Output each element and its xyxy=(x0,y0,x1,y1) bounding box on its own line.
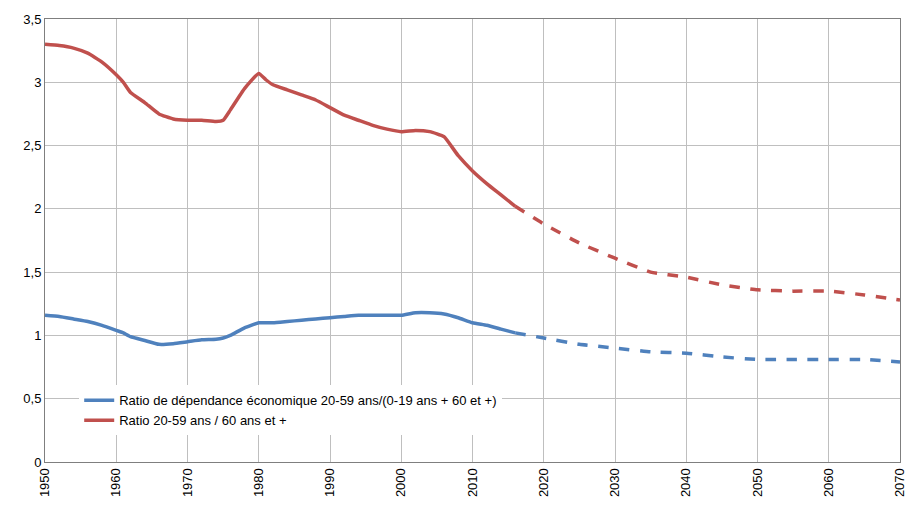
svg-text:1980: 1980 xyxy=(251,468,266,497)
svg-text:1,5: 1,5 xyxy=(23,265,41,280)
svg-text:1950: 1950 xyxy=(37,468,52,497)
svg-text:2,5: 2,5 xyxy=(23,138,41,153)
svg-text:1960: 1960 xyxy=(108,468,123,497)
svg-text:2: 2 xyxy=(34,201,41,216)
svg-text:2030: 2030 xyxy=(607,468,622,497)
svg-text:Ratio de dépendance économique: Ratio de dépendance économique 20-59 ans… xyxy=(119,393,496,408)
svg-text:2010: 2010 xyxy=(465,468,480,497)
svg-text:2070: 2070 xyxy=(892,468,907,497)
svg-text:2020: 2020 xyxy=(536,468,551,497)
svg-text:3,5: 3,5 xyxy=(23,12,41,27)
svg-text:2040: 2040 xyxy=(678,468,693,497)
svg-text:2000: 2000 xyxy=(393,468,408,497)
svg-text:1970: 1970 xyxy=(180,468,195,497)
svg-text:1: 1 xyxy=(34,328,41,343)
svg-text:2060: 2060 xyxy=(821,468,836,497)
svg-text:1990: 1990 xyxy=(322,468,337,497)
svg-text:0,5: 0,5 xyxy=(23,391,41,406)
svg-text:2050: 2050 xyxy=(750,468,765,497)
svg-text:3: 3 xyxy=(34,75,41,90)
svg-text:Ratio 20-59 ans / 60 ans et +: Ratio 20-59 ans / 60 ans et + xyxy=(119,413,286,428)
svg-text:0: 0 xyxy=(34,455,41,470)
